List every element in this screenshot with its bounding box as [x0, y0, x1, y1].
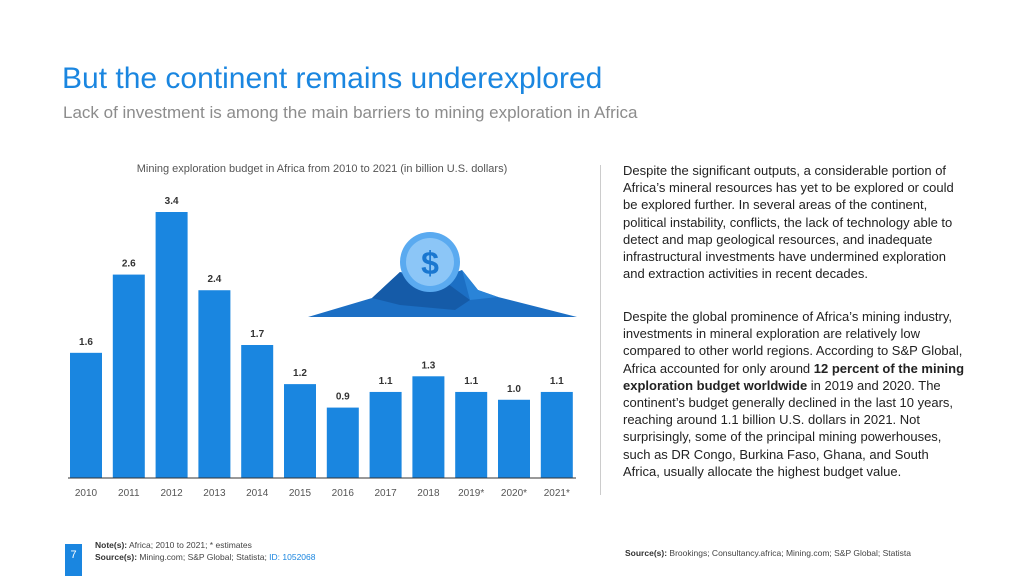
- source-text: Mining.com; S&P Global; Statista;: [137, 552, 270, 562]
- bar-2019*: [455, 391, 488, 478]
- x-tick-label: 2015: [289, 488, 312, 499]
- x-tick-label: 2020*: [501, 488, 527, 499]
- x-tick-label: 2017: [374, 488, 397, 499]
- data-label: 1.1: [379, 376, 393, 387]
- data-label: 1.0: [507, 384, 521, 395]
- chart-note: Note(s): Africa; 2010 to 2021; * estimat…: [95, 540, 252, 550]
- chart-source: Source(s): Mining.com; S&P Global; Stati…: [95, 552, 316, 562]
- x-tick-label: 2018: [417, 488, 440, 499]
- bar-2018: [412, 376, 445, 478]
- bar-2012: [155, 212, 188, 478]
- data-label: 1.3: [421, 360, 435, 371]
- x-tick-label: 2012: [160, 488, 183, 499]
- x-tick-label: 2010: [75, 488, 98, 499]
- data-label: 1.1: [550, 376, 564, 387]
- svg-text:$: $: [421, 245, 439, 281]
- bar-2021*: [540, 391, 573, 478]
- paragraph-1: Despite the significant outputs, a consi…: [623, 163, 954, 282]
- dollar-coin-mountain-icon: $: [308, 232, 577, 317]
- x-tick-label: 2014: [246, 488, 269, 499]
- bar-2015: [284, 384, 316, 478]
- page-number: 7: [65, 544, 82, 576]
- bar-chart: 1.6 2010 2.6 2011 3.4 2012 2.4 2013 1.7 2014 1.2 20…: [68, 196, 577, 499]
- bar-2016: [326, 407, 359, 478]
- paragraph-2-highlight: 12 percent of the mining exploration bud…: [623, 360, 965, 393]
- bar-2013: [198, 290, 231, 478]
- x-tick-label: 2016: [332, 488, 355, 499]
- data-label: 3.4: [165, 196, 179, 207]
- data-label: 0.9: [336, 392, 350, 403]
- x-tick-label: 2011: [118, 488, 140, 499]
- note-label: Note(s):: [95, 540, 128, 550]
- bar-2010: [70, 352, 102, 478]
- paragraph-2-text-end: in 2019 and 2020. The continent’s budget…: [623, 377, 954, 479]
- paragraph-2: Despite the global prominence of Africa’…: [623, 308, 968, 480]
- chart-title: Mining exploration budget in Africa from…: [136, 163, 508, 175]
- x-tick-label: 2013: [203, 488, 226, 499]
- note-text: Africa; 2010 to 2021; * estimates: [127, 540, 252, 550]
- bar-2014: [241, 345, 274, 478]
- text-source: Source(s): Brookings; Consultancy.africa…: [625, 548, 911, 558]
- data-label: 2.4: [207, 274, 221, 285]
- data-label: 1.7: [250, 329, 264, 340]
- data-label: 1.1: [464, 376, 478, 387]
- paragraph-2-text: Despite the global prominence of Africa’…: [623, 309, 963, 376]
- x-tick-label: 2019*: [458, 488, 484, 499]
- data-label: 1.6: [79, 337, 93, 348]
- source-label: Source(s):: [95, 552, 138, 562]
- page-subtitle: Lack of investment is among the main bar…: [63, 103, 638, 122]
- x-tick-label: 2021*: [544, 488, 570, 499]
- right-source-label: Source(s):: [625, 548, 668, 558]
- statista-id-link[interactable]: ID: 1052068: [269, 552, 316, 562]
- page-title: But the continent remains underexplored: [62, 62, 603, 95]
- data-label: 2.6: [122, 259, 136, 270]
- bar-2017: [369, 391, 402, 478]
- right-source-text: Brookings; Consultancy.africa; Mining.co…: [667, 548, 911, 558]
- bar-2011: [112, 274, 145, 478]
- divider: [600, 165, 601, 495]
- bar-2020*: [498, 399, 530, 478]
- data-label: 1.2: [293, 368, 307, 379]
